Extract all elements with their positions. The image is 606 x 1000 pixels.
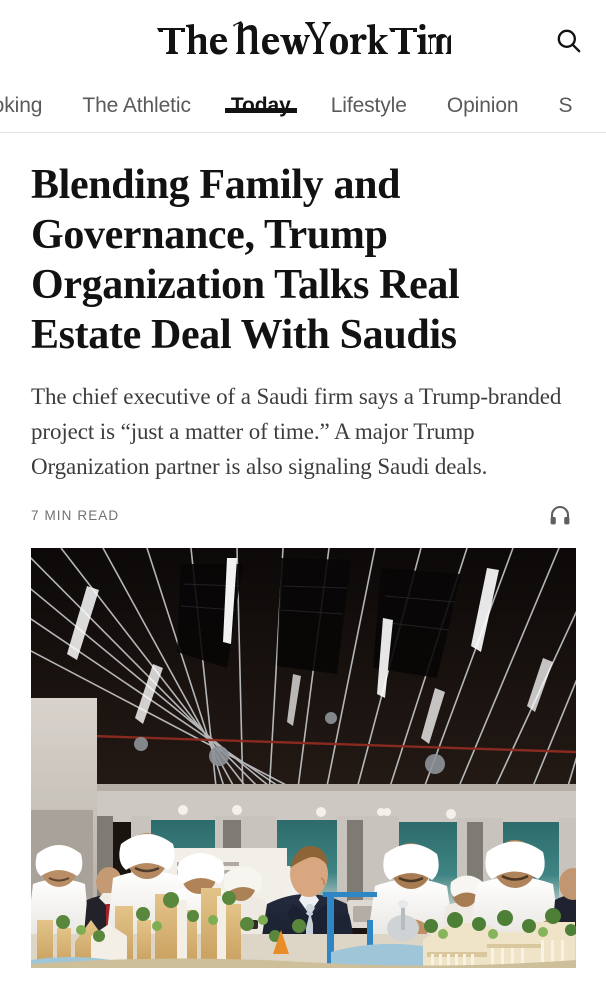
article: Blending Family and Governance, Trump Or… bbox=[0, 160, 606, 968]
nav-item-label: Cooking bbox=[0, 94, 43, 117]
nav-item-opinion[interactable]: Opinion bbox=[427, 80, 539, 120]
search-icon bbox=[555, 27, 582, 54]
nav-item-today[interactable]: Today bbox=[211, 80, 311, 120]
listen-audio-button[interactable] bbox=[545, 500, 575, 530]
nav-item-lifestyle[interactable]: Lifestyle bbox=[311, 80, 427, 120]
nyt-wordmark-logo[interactable] bbox=[155, 17, 451, 63]
search-button[interactable] bbox=[546, 18, 590, 62]
nav-item-cooking[interactable]: Cooking bbox=[0, 80, 62, 120]
article-summary: The chief executive of a Saudi firm says… bbox=[31, 384, 562, 479]
nav-item-label: Lifestyle bbox=[330, 94, 407, 117]
nav-item-label: The Athletic bbox=[82, 94, 191, 117]
nav-active-underline bbox=[224, 108, 297, 113]
section-nav[interactable]: Cooking The Athletic Today Lifestyle Opi… bbox=[0, 80, 606, 141]
section-nav-strip[interactable]: Cooking The Athletic Today Lifestyle Opi… bbox=[0, 80, 592, 141]
nav-item-sports[interactable]: S bbox=[539, 80, 593, 120]
nav-item-label: Today bbox=[230, 94, 291, 117]
article-lead-photo bbox=[31, 548, 576, 968]
lead-photo-image bbox=[31, 548, 576, 968]
nav-item-label: S bbox=[558, 94, 573, 117]
nav-divider bbox=[0, 132, 606, 133]
nav-item-the-athletic[interactable]: The Athletic bbox=[62, 80, 211, 120]
headphones-icon bbox=[548, 503, 572, 527]
nav-item-label: Opinion bbox=[446, 94, 519, 117]
read-time-label: 7 MIN READ bbox=[31, 507, 120, 523]
article-headline: Blending Family and Governance, Trump Or… bbox=[31, 162, 460, 358]
article-meta-row: 7 MIN READ bbox=[31, 500, 575, 530]
masthead bbox=[0, 0, 606, 80]
